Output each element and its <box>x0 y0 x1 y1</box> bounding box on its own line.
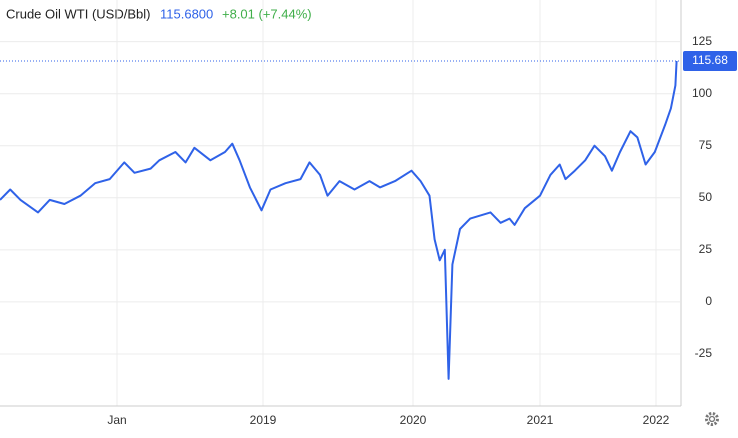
x-tick-label: 2021 <box>527 413 554 427</box>
y-tick-label: 125 <box>692 34 712 48</box>
chart-title: Crude Oil WTI (USD/Bbl) <box>6 6 150 21</box>
price-line <box>0 60 678 380</box>
y-tick-label: 0 <box>705 294 712 308</box>
y-tick-label: 75 <box>699 138 713 152</box>
y-tick-label: 100 <box>692 86 712 100</box>
last-price-badge <box>683 51 737 72</box>
y-tick-label: -25 <box>695 346 713 360</box>
y-tick-label: 50 <box>699 190 713 204</box>
settings-icon[interactable] <box>705 412 719 426</box>
last-price-label: 115.68 <box>692 53 728 67</box>
change: +8.01 (+7.44%) <box>222 6 312 21</box>
x-tick-label: 2020 <box>400 413 427 427</box>
y-tick-label: 25 <box>699 242 713 256</box>
x-tick-label: 2019 <box>250 413 277 427</box>
grid <box>0 0 680 406</box>
x-tick-label: Jan <box>107 413 126 427</box>
price: 115.6800 <box>160 6 213 21</box>
x-tick-label: 2022 <box>643 413 670 427</box>
